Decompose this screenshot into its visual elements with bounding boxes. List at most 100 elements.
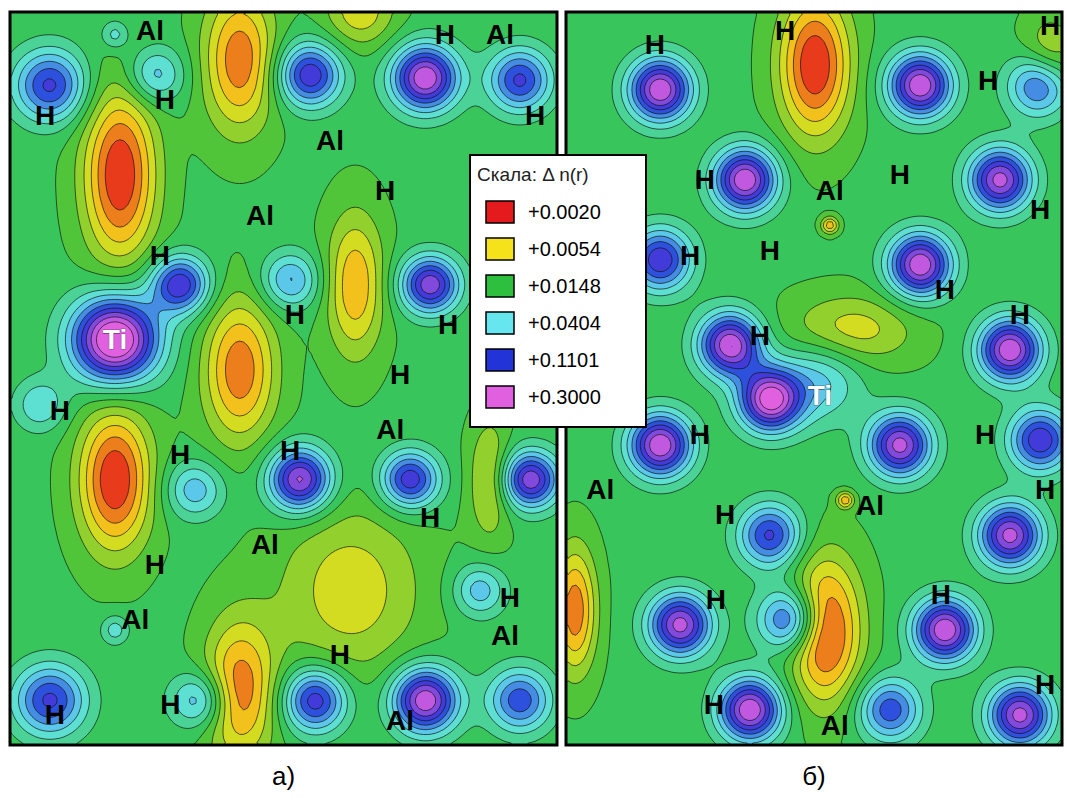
density-feature — [299, 479, 301, 481]
density-feature — [519, 699, 521, 701]
legend-swatch — [486, 349, 514, 371]
contour-band — [650, 75, 1028, 723]
contour-band — [632, 57, 1062, 743]
contour-band — [636, 61, 1058, 738]
atom-label: Al — [816, 175, 844, 206]
atom-label: Al — [121, 604, 149, 635]
atom-label: H — [1010, 299, 1030, 330]
density-feature — [999, 179, 1001, 181]
atom-label: Al — [251, 529, 279, 560]
atom-label: H — [285, 299, 305, 330]
atom-label: H — [1030, 194, 1050, 225]
density-feature — [659, 89, 661, 91]
contour-band — [621, 46, 1062, 745]
density-feature — [239, 689, 241, 691]
density-feature — [1009, 349, 1011, 351]
atom-label: H — [500, 582, 520, 613]
atom-label: H — [525, 100, 545, 131]
atom-label: H — [975, 419, 995, 450]
atom-label: H — [775, 15, 795, 46]
density-feature — [154, 74, 156, 76]
legend-label: +0.0054 — [528, 238, 601, 260]
density-feature — [1039, 439, 1041, 441]
atom-label: H — [435, 19, 455, 50]
density-feature — [814, 64, 816, 66]
figure: Al H Al H H H Al H Al H Ti H H H H Al H H H Al H Al H Al H H H Al а)… — [0, 0, 1067, 802]
atom-label: H — [170, 439, 190, 470]
density-feature — [829, 224, 831, 226]
density-feature — [349, 589, 351, 591]
density-feature — [409, 479, 411, 481]
legend-label: +0.3000 — [528, 386, 601, 408]
density-feature — [479, 589, 481, 591]
panel-label: а) — [272, 761, 295, 791]
atom-label: H — [145, 549, 165, 580]
contour-band — [612, 37, 1062, 745]
legend-swatch — [486, 386, 514, 408]
legend-swatch — [486, 201, 514, 223]
atom-label: H — [978, 65, 998, 96]
density-feature — [919, 84, 921, 86]
atom-label: H — [931, 579, 951, 610]
atom-label: Al — [821, 710, 849, 741]
atom-labels: AlHAlHHHAlHAlHTiHHHHAlHHHAlHAlHAlHHHAl — [35, 15, 545, 736]
density-feature — [114, 479, 116, 481]
atom-label: H — [750, 320, 770, 351]
contour-band — [645, 69, 1034, 728]
density-feature — [119, 174, 121, 176]
atom-label: Al — [491, 620, 519, 651]
atom-label: H — [1035, 669, 1055, 700]
density-feature — [889, 709, 891, 711]
density-feature — [659, 259, 661, 261]
atom-label: H — [695, 164, 715, 195]
contour-band — [96, 322, 133, 357]
density-feature — [769, 534, 771, 536]
legend-title: Скала: Δ n(r) — [477, 164, 589, 185]
contour-band — [627, 52, 1062, 745]
atom-label: Al — [376, 414, 404, 445]
atom-label: H — [690, 419, 710, 450]
atom-label: H — [760, 235, 780, 266]
density-feature — [424, 699, 426, 701]
legend-label: +0.0148 — [528, 275, 601, 297]
density-feature — [114, 629, 116, 631]
atom-label: Al — [246, 200, 274, 231]
density-feature — [849, 329, 851, 331]
density-feature — [354, 284, 356, 286]
density-feature — [1039, 84, 1041, 86]
atom-label: H — [680, 240, 700, 271]
atom-label: H — [645, 29, 665, 60]
atom-label: H — [704, 689, 724, 720]
density-feature — [844, 499, 846, 501]
density-feature — [424, 77, 426, 79]
atom-label: Al — [856, 490, 884, 521]
density-feature — [49, 84, 51, 86]
density-feature — [729, 344, 731, 346]
density-feature — [574, 609, 576, 611]
atom-label: H — [280, 435, 300, 466]
density-feature — [289, 279, 291, 281]
legend-box — [470, 155, 646, 427]
atom-label: Al — [316, 125, 344, 156]
atom-label: H — [438, 309, 458, 340]
atom-label: H — [935, 274, 955, 305]
density-feature — [239, 59, 241, 61]
atom-label: H — [1040, 10, 1060, 41]
atom-label: Al — [136, 15, 164, 46]
density-feature — [529, 479, 531, 481]
density-feature — [314, 699, 316, 701]
density-feature — [789, 619, 791, 621]
density-feature — [1009, 534, 1011, 536]
density-feature — [179, 284, 181, 286]
atom-label: Al — [586, 474, 614, 505]
density-feature — [199, 699, 201, 701]
atom-label: Ti — [808, 380, 832, 411]
atom-label: H — [330, 639, 350, 670]
atom-label: Ti — [103, 324, 127, 355]
density-feature — [489, 479, 491, 481]
contour-band — [91, 67, 436, 710]
density-feature — [944, 629, 946, 631]
contour-band — [732, 346, 784, 410]
atom-labels: HHHHHAlHHHHHHHTiHHAlHAlHHHHHAl — [586, 10, 1060, 741]
legend-swatch — [486, 275, 514, 297]
